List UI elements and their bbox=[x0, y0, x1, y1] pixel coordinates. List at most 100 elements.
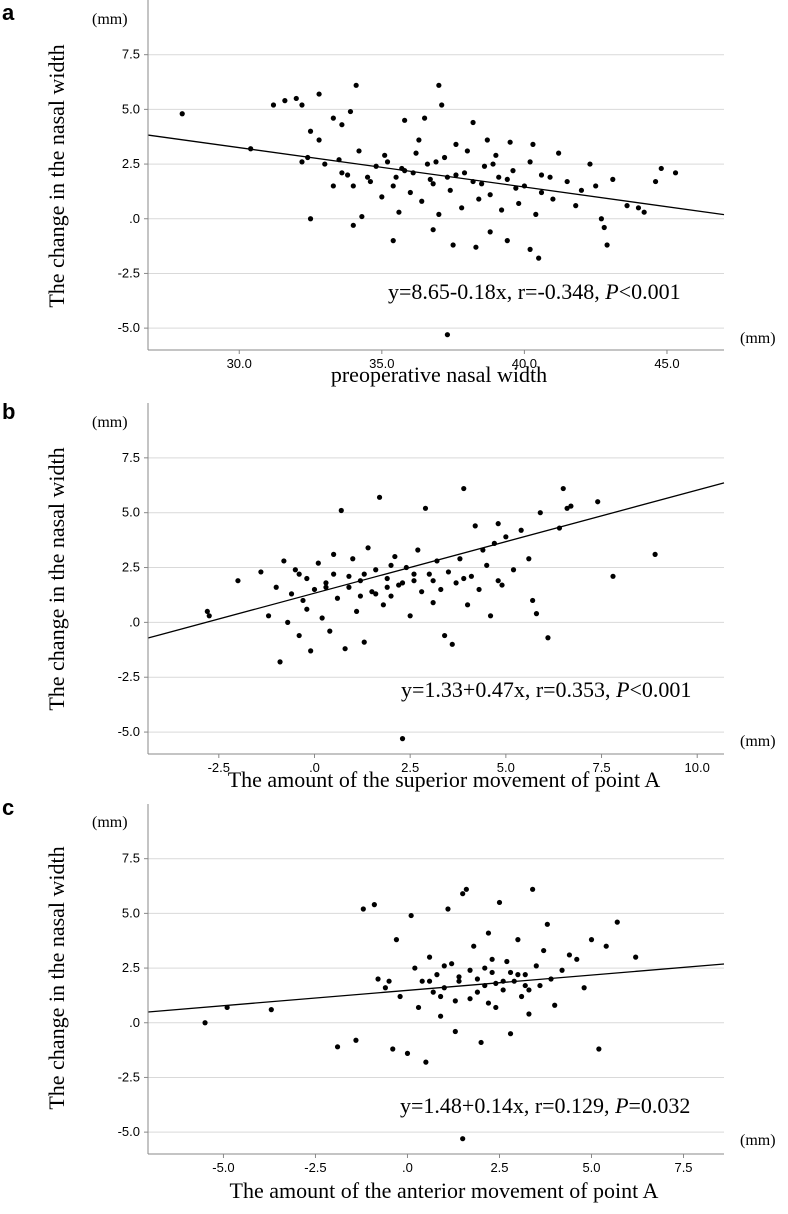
data-point-c-74 bbox=[507, 969, 514, 976]
data-point-c-63 bbox=[441, 963, 447, 969]
data-point-c-14 bbox=[412, 965, 418, 971]
grid-b bbox=[148, 457, 724, 733]
data-point-a-75 bbox=[487, 229, 493, 235]
y-tick-label-b-5: 7.5 bbox=[122, 450, 140, 465]
data-point-b-93 bbox=[495, 578, 501, 584]
data-point-a-93 bbox=[641, 209, 647, 215]
y-tick-label-c-2: .0 bbox=[129, 1015, 140, 1030]
x-tick-label-b-4: 7.5 bbox=[592, 760, 610, 775]
data-point-c-69 bbox=[526, 987, 532, 993]
data-point-b-77 bbox=[610, 573, 616, 579]
y-tick-label-c-1: -2.5 bbox=[118, 1069, 140, 1084]
ticks-c: -5.0 -2.5 .0 2.5 5.0 7.5 -5.0 -2.5 .0 2.5 5.0 7.5 bbox=[118, 851, 693, 1175]
data-point-c-54 bbox=[559, 967, 565, 973]
data-point-c-26 bbox=[456, 978, 462, 984]
data-point-a-87 bbox=[598, 216, 604, 222]
data-point-b-94 bbox=[304, 606, 310, 612]
data-point-a-96 bbox=[672, 170, 679, 176]
x-unit-c: (mm) bbox=[740, 1132, 776, 1149]
data-point-a-27 bbox=[359, 213, 365, 220]
data-point-a-85 bbox=[587, 161, 593, 167]
x-tick-label-a-0: 30.0 bbox=[227, 356, 252, 371]
data-point-a-49 bbox=[487, 192, 493, 198]
data-point-c-29 bbox=[463, 886, 469, 892]
x-tick-label-b-2: 2.5 bbox=[401, 760, 419, 775]
data-point-b-69 bbox=[530, 597, 536, 604]
data-point-c-60 bbox=[614, 919, 620, 925]
equation-pval-b: <0.001 bbox=[630, 677, 692, 702]
data-point-a-5 bbox=[299, 102, 305, 108]
data-point-c-70 bbox=[426, 978, 433, 984]
x-unit-b: (mm) bbox=[740, 733, 776, 750]
data-point-c-7 bbox=[375, 976, 381, 982]
data-point-a-8 bbox=[316, 137, 322, 143]
data-point-a-90 bbox=[610, 176, 616, 182]
data-point-c-0 bbox=[202, 1020, 208, 1026]
data-point-a-73 bbox=[450, 242, 456, 248]
data-point-b-75 bbox=[568, 503, 574, 509]
data-point-c-12 bbox=[404, 1050, 411, 1056]
data-point-c-27 bbox=[460, 891, 466, 897]
x-tick-label-c-2: .0 bbox=[402, 1160, 413, 1175]
data-point-b-67 bbox=[518, 527, 524, 533]
panel-a: a (mm) (mm) preoperative nasal width The… bbox=[2, 0, 776, 387]
data-point-c-9 bbox=[390, 1046, 396, 1052]
equation-p-c: P bbox=[614, 1093, 628, 1118]
x-tick-label-b-1: .0 bbox=[309, 760, 320, 775]
data-point-b-79 bbox=[560, 485, 566, 492]
data-point-b-6 bbox=[277, 659, 283, 665]
data-point-b-76 bbox=[595, 499, 601, 505]
data-point-b-1 bbox=[206, 613, 212, 619]
data-point-c-76 bbox=[438, 993, 444, 1000]
data-point-b-16 bbox=[315, 560, 321, 566]
y-axis-label-a: The change in the nasal width bbox=[44, 44, 69, 307]
data-point-c-4 bbox=[353, 1037, 359, 1043]
data-point-a-31 bbox=[384, 159, 391, 165]
data-point-b-61 bbox=[487, 613, 494, 619]
data-point-a-24 bbox=[345, 172, 351, 178]
data-point-b-22 bbox=[338, 507, 344, 514]
data-point-a-106 bbox=[547, 174, 553, 180]
data-point-c-30 bbox=[467, 996, 473, 1002]
data-point-b-74 bbox=[564, 505, 570, 511]
data-point-c-25 bbox=[452, 1028, 458, 1035]
data-point-a-54 bbox=[516, 200, 522, 207]
data-point-b-54 bbox=[461, 485, 467, 492]
data-point-c-31 bbox=[471, 943, 477, 949]
data-point-b-84 bbox=[388, 562, 394, 568]
regression-line-b bbox=[147, 482, 725, 639]
data-point-c-21 bbox=[438, 1013, 444, 1019]
data-point-a-13 bbox=[436, 82, 442, 88]
data-point-b-10 bbox=[292, 567, 298, 573]
data-point-a-101 bbox=[530, 141, 536, 147]
data-point-a-6 bbox=[307, 128, 314, 134]
data-point-c-44 bbox=[518, 993, 525, 1000]
data-point-b-37 bbox=[396, 582, 402, 588]
x-axis-label-c: The amount of the anterior movement of p… bbox=[230, 1178, 659, 1203]
data-point-b-89 bbox=[357, 593, 364, 599]
data-point-c-68 bbox=[515, 972, 521, 978]
equation-a: y=8.65-0.18x, r=-0.348, P<0.001 bbox=[388, 279, 681, 304]
data-point-a-100 bbox=[507, 139, 513, 145]
data-point-a-58 bbox=[538, 189, 545, 196]
data-point-b-0 bbox=[204, 608, 210, 615]
data-point-c-17 bbox=[423, 1059, 429, 1065]
data-point-b-51 bbox=[449, 641, 455, 647]
data-point-a-26 bbox=[356, 148, 362, 154]
data-point-a-95 bbox=[658, 165, 664, 172]
data-point-c-18 bbox=[426, 954, 433, 960]
panel-label-b: b bbox=[2, 399, 15, 424]
data-point-b-38 bbox=[399, 736, 406, 742]
equation-pval-c: =0.032 bbox=[629, 1093, 691, 1118]
data-point-b-65 bbox=[503, 534, 509, 540]
data-point-c-20 bbox=[434, 972, 440, 978]
data-point-a-81 bbox=[556, 150, 562, 156]
data-point-a-68 bbox=[496, 174, 502, 180]
data-point-a-94 bbox=[652, 178, 659, 185]
equation-p-b: P bbox=[615, 677, 629, 702]
data-point-c-11 bbox=[397, 993, 403, 1000]
data-point-c-75 bbox=[522, 982, 528, 989]
equation-c: y=1.48+0.14x, r=0.129, P=0.032 bbox=[400, 1093, 690, 1118]
data-point-b-40 bbox=[407, 613, 413, 619]
data-point-a-30 bbox=[379, 194, 385, 200]
